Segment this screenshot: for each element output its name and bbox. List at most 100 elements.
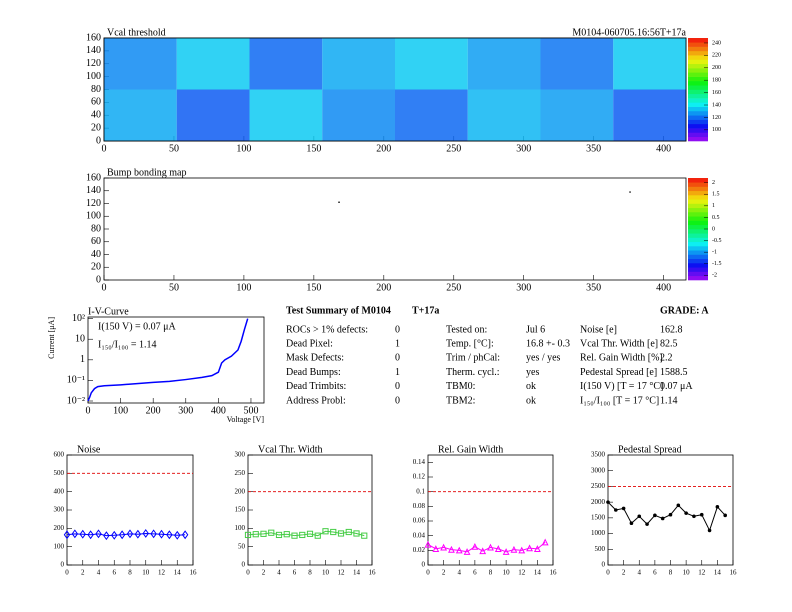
x-tick-label: 6 — [473, 569, 477, 577]
x-tick-label: 12 — [518, 569, 526, 577]
y-tick-label: 400 — [54, 487, 65, 495]
y-tick-label: 500 — [595, 545, 606, 553]
data-line — [66, 532, 186, 537]
y-tick-label: 0.08 — [413, 502, 426, 510]
summary-label: Trim / phCal: — [446, 353, 500, 364]
x-tick-label: 2 — [81, 569, 85, 577]
x-tick-label: 300 — [178, 405, 193, 416]
data-point — [479, 547, 487, 555]
summary-value: 1.14 — [660, 395, 678, 406]
data-point — [299, 531, 306, 539]
summary-value: 0 — [395, 353, 400, 364]
plot-frame — [607, 454, 734, 566]
summary-label: Pedestal Spread [e] — [580, 367, 657, 378]
data-point — [660, 516, 665, 521]
color-scale-label: 100 — [712, 127, 721, 133]
y-tick-label: 50 — [238, 542, 246, 550]
y-tick-label: 0 — [96, 135, 101, 146]
heatmap-cell — [613, 89, 686, 141]
data-point — [614, 508, 618, 512]
color-scale-label: 180 — [712, 78, 721, 84]
color-scale-label: 2 — [712, 180, 715, 186]
x-tick-label: 150 — [306, 282, 321, 293]
y-tick-label: 3000 — [591, 466, 606, 474]
y-tick-label: 200 — [235, 487, 246, 495]
plot-frame — [66, 454, 194, 566]
y-tick-label: 60 — [91, 236, 101, 247]
y-tick-label: 600 — [54, 451, 65, 459]
y-tick-label: 0 — [96, 274, 101, 285]
color-scale-label: 1 — [712, 203, 715, 209]
y-tick-label: 40 — [91, 249, 101, 260]
y-tick-label: 3500 — [591, 451, 606, 459]
plot-frame — [103, 177, 687, 281]
summary-label: Therm. cycl.: — [446, 367, 500, 378]
data-point — [252, 531, 259, 538]
y-tick-label: 0.02 — [413, 546, 426, 554]
summary-value: 162.8 — [660, 324, 683, 335]
heatmap-cell — [467, 89, 541, 141]
data-point — [158, 529, 165, 539]
data-point — [118, 530, 126, 540]
y-tick-label: 1500 — [591, 513, 606, 521]
heatmap-cell — [176, 89, 250, 141]
color-scale-step — [688, 220, 708, 226]
data-point — [142, 529, 149, 538]
color-scale-step — [688, 186, 708, 192]
summary-label: I(150 V) [T = 17 °C] — [580, 381, 663, 392]
chart-title: Vcal Thr. Width — [258, 444, 323, 455]
summary-value: Jul 6 — [526, 324, 545, 335]
summary-label: TBM0: — [446, 381, 475, 392]
data-point — [606, 500, 610, 504]
x-tick-label: 350 — [586, 282, 601, 293]
y-tick-label: 10 — [75, 334, 85, 345]
data-point — [134, 529, 142, 539]
data-point — [337, 530, 345, 537]
x-tick-label: 0 — [426, 569, 430, 577]
y-tick-label: 20 — [91, 262, 101, 273]
y-tick-label: 40 — [91, 110, 101, 121]
data-point — [345, 528, 352, 536]
color-scale-step — [688, 212, 708, 217]
plot-frame — [103, 37, 687, 142]
summary-label: Mask Defects: — [286, 353, 344, 364]
x-tick-label: 4 — [277, 569, 281, 577]
x-tick-label: 0 — [102, 143, 107, 154]
data-point — [510, 545, 518, 553]
chart-title: Pedestal Spread — [618, 444, 682, 455]
y-tick-label: 150 — [235, 506, 246, 514]
color-scale-step — [688, 98, 708, 103]
data-point — [268, 529, 275, 536]
summary-value: 1588.5 — [660, 367, 688, 378]
y-tick-label: 2500 — [591, 482, 606, 490]
data-point — [715, 505, 720, 509]
summary-label: Rel. Gain Width [%] — [580, 353, 663, 364]
color-scale-step — [688, 203, 708, 209]
x-tick-label: 6 — [113, 569, 117, 577]
x-tick-label: 4 — [458, 569, 462, 577]
color-scale-label: 240 — [712, 40, 721, 46]
data-point — [79, 529, 86, 539]
data-point — [126, 529, 134, 539]
summary-value: 0.07 μA — [660, 381, 693, 392]
x-tick-label: 400 — [656, 282, 671, 293]
color-scale-step — [688, 63, 708, 69]
summary-tag: T+17a — [412, 305, 439, 316]
y-tick-label: 0.1 — [416, 487, 425, 495]
x-tick-label: 16 — [550, 569, 558, 577]
chart-subtitle: M0104-060705.16:56T+17a — [572, 27, 686, 38]
x-tick-label: 200 — [376, 143, 391, 154]
y-tick-label: 80 — [91, 223, 101, 234]
color-scale-step — [688, 250, 708, 255]
color-scale-step — [688, 271, 708, 277]
color-scale-step — [688, 229, 708, 234]
y-tick-label: 0.04 — [413, 531, 426, 539]
color-scale-step — [688, 55, 708, 60]
y-tick-label: 0 — [61, 561, 65, 569]
x-tick-label: 200 — [376, 282, 391, 293]
x-tick-label: 14 — [714, 569, 722, 577]
data-point — [322, 528, 329, 535]
summary-label: Dead Pixel: — [286, 338, 333, 349]
data-point — [526, 544, 533, 552]
color-scale-step — [688, 195, 708, 200]
